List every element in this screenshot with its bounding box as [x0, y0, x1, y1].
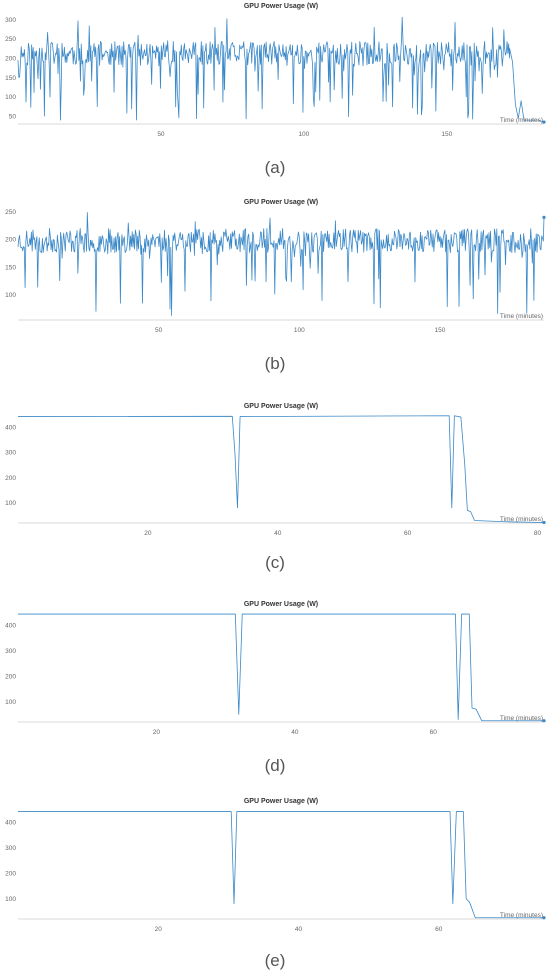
x-tick-label: 20 [153, 729, 161, 736]
chart-panel-b: GPU Power Usage (W) 100 150 200 250 50 100 150 T… [0, 196, 550, 386]
x-tick-label: 20 [144, 530, 152, 537]
series-end-point [542, 520, 546, 525]
series-line [17, 212, 545, 316]
y-tick-label: 400 [5, 622, 16, 629]
x-tick-label: 40 [295, 926, 303, 933]
y-tick-label: 250 [5, 36, 16, 43]
caption-d: (d) [264, 756, 286, 775]
x-tick-label: 100 [294, 327, 305, 334]
x-tick-label: 50 [157, 131, 165, 138]
x-tick-label: 60 [404, 530, 412, 537]
y-tick-label: 300 [5, 450, 16, 457]
y-tick-label: 100 [5, 94, 16, 101]
y-tick-label: 200 [5, 673, 16, 680]
chart-d: GPU Power Usage (W) 100 200 300 400 20 40 60 Tim… [5, 601, 546, 736]
y-tick-label: 200 [5, 237, 16, 244]
chart-panel-d: GPU Power Usage (W) 100 200 300 400 20 40 60 Tim… [0, 598, 550, 788]
series-line [18, 811, 544, 919]
chart-a: GPU Power Usage (W) 50 100 150 200 250 300 50 10… [5, 3, 546, 138]
chart-title: GPU Power Usage (W) [244, 403, 318, 410]
y-tick-label: 200 [5, 870, 16, 877]
x-axis-title: Time (minutes) [500, 715, 543, 722]
y-tick-label: 250 [5, 209, 16, 216]
y-tick-label: 300 [5, 845, 16, 852]
series-line [17, 16, 545, 123]
y-tick-label: 300 [5, 648, 16, 655]
chart-title: GPU Power Usage (W) [244, 3, 318, 10]
chart-panel-a: GPU Power Usage (W) 50 100 150 200 250 300 50 10… [0, 0, 550, 190]
series-line [17, 415, 545, 523]
series-end-point [542, 719, 546, 723]
series-end-point [542, 120, 546, 124]
x-axis-title: Time (minutes) [500, 117, 543, 124]
x-axis-title: Time (minutes) [500, 313, 543, 320]
caption-a: (a) [264, 158, 286, 177]
x-tick-label: 40 [291, 729, 299, 736]
x-tick-label: 80 [534, 530, 542, 537]
y-tick-label: 100 [5, 292, 16, 299]
x-tick-label: 60 [430, 729, 438, 736]
series-end-point [542, 916, 546, 920]
chart-e: GPU Power Usage (W) 100 200 300 400 20 40 60 Tim… [5, 798, 546, 933]
chart-title: GPU Power Usage (W) [244, 601, 318, 608]
caption-e: (e) [264, 951, 286, 970]
y-tick-label: 150 [5, 264, 16, 271]
chart-panel-c: GPU Power Usage (W) 100 200 300 400 20 40 60 80 T… [0, 400, 550, 590]
y-tick-label: 150 [5, 75, 16, 82]
x-tick-label: 20 [155, 926, 163, 933]
chart-panel-e: GPU Power Usage (W) 100 200 300 400 20 40 60 Tim… [0, 795, 550, 977]
y-tick-label: 200 [5, 56, 16, 63]
y-tick-label: 100 [5, 500, 16, 507]
y-tick-label: 50 [9, 113, 17, 120]
x-tick-label: 100 [298, 131, 309, 138]
x-tick-label: 150 [434, 327, 445, 334]
chart-title: GPU Power Usage (W) [244, 199, 318, 206]
chart-c: GPU Power Usage (W) 100 200 300 400 20 40 60 80 T… [5, 403, 546, 537]
caption-c: (c) [265, 553, 285, 572]
x-axis-title: Time (minutes) [500, 516, 543, 523]
series-end-point [542, 215, 546, 219]
x-axis-title: Time (minutes) [500, 912, 543, 919]
y-tick-label: 400 [5, 424, 16, 431]
x-tick-label: 60 [435, 926, 443, 933]
y-tick-label: 300 [5, 17, 16, 24]
y-tick-label: 200 [5, 475, 16, 482]
y-tick-label: 400 [5, 819, 16, 826]
y-tick-label: 100 [5, 699, 16, 706]
y-tick-label: 100 [5, 896, 16, 903]
chart-b: GPU Power Usage (W) 100 150 200 250 50 100 150 T… [5, 199, 546, 334]
series-line [18, 613, 544, 722]
caption-b: (b) [264, 354, 286, 373]
x-tick-label: 150 [441, 131, 452, 138]
x-tick-label: 40 [274, 530, 282, 537]
x-tick-label: 50 [155, 327, 163, 334]
chart-title: GPU Power Usage (W) [244, 798, 318, 805]
